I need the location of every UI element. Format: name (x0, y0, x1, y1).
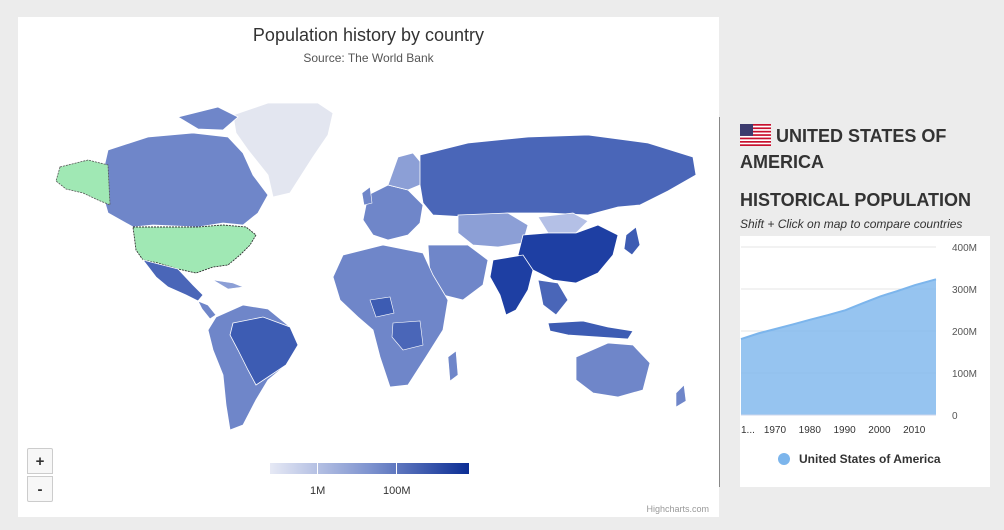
region-central-america[interactable] (197, 300, 217, 320)
x-tick-label: 2010 (903, 425, 926, 436)
population-chart[interactable]: 0 100M 200M 300M 400M 1... 1970 1980 1990 2000 201… (740, 236, 990, 446)
country-alaska[interactable] (55, 159, 111, 206)
compare-hint: Shift + Click on map to compare countrie… (740, 217, 963, 231)
y-tick-label: 300M (952, 285, 977, 296)
series-area (741, 279, 936, 415)
country-madagascar[interactable] (447, 350, 459, 382)
country-indonesia[interactable] (547, 320, 634, 340)
chart-legend-item[interactable]: United States of America (778, 452, 941, 466)
legend-label-1m: 1M (310, 485, 326, 497)
legend-series-label: United States of America (799, 452, 941, 466)
region-europe[interactable] (362, 184, 424, 241)
country-title: United States of America (740, 123, 990, 175)
country-brazil[interactable] (229, 316, 299, 386)
country-nigeria[interactable] (369, 296, 395, 318)
x-tick-label: 1990 (833, 425, 856, 436)
population-chart-panel: 0 100M 200M 300M 400M 1... 1970 1980 1990 2000 201… (740, 236, 990, 487)
country-russia[interactable] (419, 134, 697, 218)
country-china[interactable] (517, 224, 619, 284)
country-canada-islands[interactable] (176, 106, 239, 131)
us-flag-icon (740, 124, 771, 146)
legend-tick-100m (396, 463, 397, 474)
y-tick-label: 100M (952, 369, 977, 380)
series-line (740, 278, 937, 341)
y-tick-label: 200M (952, 327, 977, 338)
map-panel: Population history by country Source: Th… (18, 17, 719, 517)
country-new-zealand[interactable] (675, 384, 687, 408)
color-axis-legend (270, 463, 469, 474)
historical-heading: Historical population (740, 190, 972, 210)
country-canada[interactable] (99, 132, 269, 228)
country-dr-congo[interactable] (391, 320, 424, 351)
x-tick-label: 1980 (799, 425, 822, 436)
x-tick-label: 1... (741, 425, 755, 436)
map-subtitle: Source: The World Bank (303, 51, 434, 65)
y-tick-label: 400M (952, 243, 977, 254)
country-name: United States of America (740, 126, 947, 172)
region-africa[interactable] (332, 244, 449, 388)
x-tick-label: 1970 (764, 425, 787, 436)
zoom-in-button[interactable]: + (27, 448, 53, 474)
region-caribbean[interactable] (212, 279, 245, 290)
country-greenland[interactable] (232, 102, 334, 198)
region-central-asia[interactable] (457, 212, 529, 248)
legend-tick-1m (317, 463, 318, 474)
credits-link[interactable]: Highcharts.com (646, 504, 709, 514)
country-australia[interactable] (575, 342, 651, 398)
region-southeast-asia[interactable] (537, 279, 569, 316)
country-india[interactable] (489, 254, 534, 316)
panel-divider (719, 117, 720, 487)
region-scandinavia[interactable] (387, 152, 424, 191)
world-map[interactable] (28, 95, 708, 440)
country-mongolia[interactable] (537, 212, 589, 234)
map-title: Population history by country (252, 25, 485, 45)
zoom-out-button[interactable]: - (27, 476, 53, 502)
y-tick-label: 0 (952, 411, 958, 422)
x-tick-label: 2000 (868, 425, 891, 436)
legend-dot-icon (778, 453, 790, 465)
country-uk[interactable] (361, 186, 373, 206)
country-japan[interactable] (623, 226, 641, 256)
legend-label-100m: 100M (383, 485, 411, 497)
